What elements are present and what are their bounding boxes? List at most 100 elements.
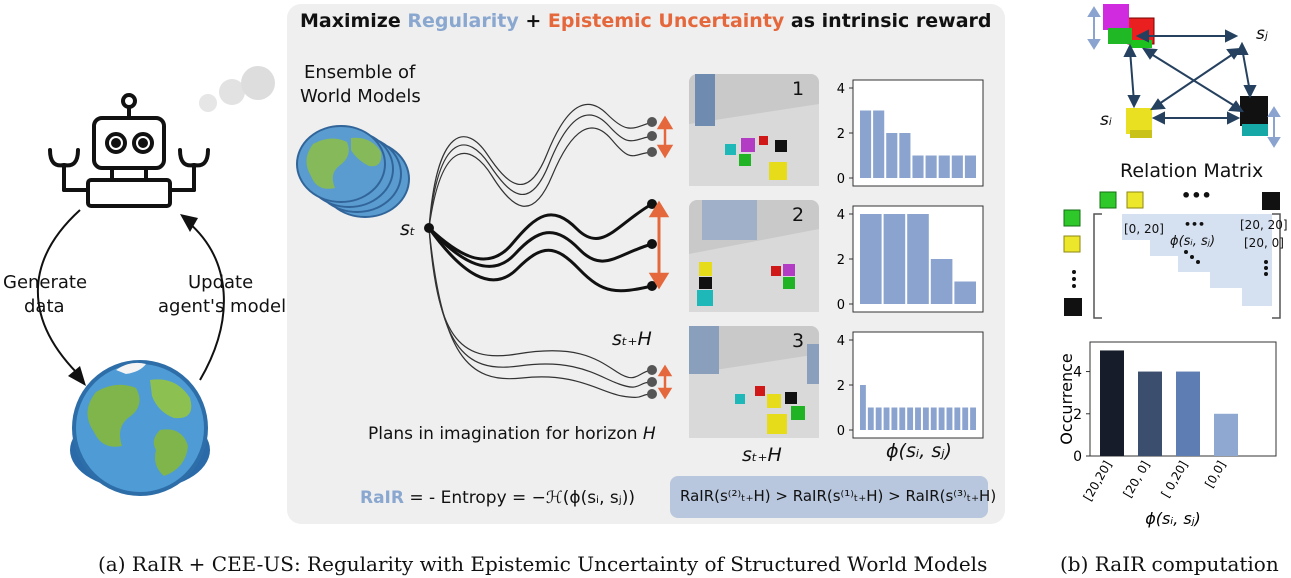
trajectories-diagram: 0 2 4 0 2 4 0 2 4 [296,74,984,439]
matrix-cell-20-20: [20, 20] [1240,218,1288,232]
histogram-bar [883,214,906,304]
rair-label: RaIR [360,488,404,508]
chart-xtick-label: [0,0] [1202,459,1228,491]
motion-arrows [1087,6,1281,148]
title-regularity: Regularity [407,10,519,32]
generate-label-line1: Generate [3,272,88,293]
histogram-bar [891,407,898,430]
scene-number-2: 2 [792,204,805,226]
occurrence-chart: 0 2 4 [20,20] [20, 0][ 0,20] [0,0] Occurrence ϕ… [1057,341,1277,528]
chart-xtick-label: [20, 0] [1121,459,1153,501]
matrix-cell-0-20: [0, 20] [1124,222,1164,236]
plans-label: Plans in imagination for horizon H [368,424,656,444]
chart-ytick-label: 0 [1073,449,1082,465]
scene-number-3: 3 [792,330,805,352]
histogram-tick-label: 0 [837,298,845,313]
matrix-ellipsis-top: ••• [1181,186,1212,205]
uncertainty-arrows [648,115,674,400]
world-model-ensemble-icon [296,125,410,218]
histogram-tick-label: 2 [837,127,845,142]
histogram-bar [886,133,898,178]
agent-loop-diagram [37,66,275,496]
histogram-tick-label: 2 [837,379,845,394]
matrix-cell-phi: ϕ(sᵢ, sⱼ) [1170,234,1216,249]
graph-edges [1123,29,1257,125]
update-arrowhead [180,214,198,232]
generate-label-line2: data [24,296,65,317]
histogram-bar [860,214,882,304]
chart-xtick-label: [20,20] [1081,459,1115,504]
histogram-bar [873,110,885,178]
ordering-text: RaIR(s⁽²⁾ₜ₊H) > RaIR(s⁽¹⁾ₜ₊H) > RaIR(s⁽³… [680,487,997,505]
relation-matrix [1063,191,1281,319]
chart-xtick-label: [ 0,20] [1159,459,1191,501]
histogram-bar [938,155,950,178]
histogram-tick-label: 4 [837,208,845,223]
chart-xlabel: ϕ(sᵢ, sⱼ) [1145,509,1201,528]
histograms: 0 2 4 0 2 4 0 2 4 [837,79,984,439]
histogram-bar [938,407,945,430]
caption-b: (b) RaIR computation [1060,552,1279,576]
histogram-bar [954,407,961,430]
thought-bubble-small [199,94,217,112]
phi-label: ϕ(sᵢ, sⱼ) [886,440,952,462]
thought-bubble-medium [219,79,245,105]
histogram-bar [899,133,911,178]
histogram-bar [883,407,890,430]
histogram-bar [915,407,921,430]
update-label-line1: Update [188,272,254,293]
histogram-bar [875,407,882,430]
relation-diagram: 024[20,20] [20, 0][ 0,20] [0,0]Occurrenceϕ… [1057,4,1281,528]
histogram-bar [860,385,866,430]
chart-bar [1214,413,1238,456]
thought-bubble-large [241,66,275,100]
caption-a: (a) RaIR + CEE-US: Regularity with Epist… [98,552,988,576]
histogram-bar [930,259,953,304]
histogram-tick-label: 2 [837,253,845,268]
trajectories-group-1 [428,103,653,229]
cube-graph [1103,4,1268,138]
rair-formula: RaIR = - Entropy = −ℋ(ϕ(sᵢ, sⱼ)) [360,488,635,508]
update-model-arrow [187,221,225,381]
generate-data-arrow [37,209,83,379]
scene-image-1 [689,74,819,186]
histogram-bar [899,407,906,430]
histogram-bar [925,155,937,178]
histogram-tick-label: 4 [837,334,845,349]
chart-bar [1100,350,1124,456]
histogram-tick-label: 4 [837,82,845,97]
histogram-bar [954,281,976,304]
generate-arrowhead [68,366,86,386]
histogram-tick-label: 0 [837,424,845,439]
matrix-cell-20-0: [20, 0] [1244,236,1284,250]
histogram-bar [970,407,976,430]
title-epistemic: Epistemic Uncertainty [547,10,785,32]
ordering-box [670,476,988,518]
state-sth-bottom-label: sₜ₊H [742,444,782,466]
earth-icon [70,360,210,496]
histogram-bar [951,155,963,178]
sj-label: sⱼ [1256,24,1268,44]
histogram-bar [860,110,872,178]
scene-image-3 [689,326,819,438]
scene-image-2 [689,200,819,312]
state-st-dot [424,223,434,233]
ensemble-label-line2: World Models [300,86,421,107]
trajectories-group-2 [427,202,653,293]
chart-ylabel: Occurrence [1057,353,1076,444]
state-sth-mid-label: sₜ₊H [612,328,652,350]
state-st-label: sₜ [400,218,416,240]
histogram-bar [922,407,929,430]
histogram-bar [867,407,874,430]
update-label-line2: agent's model [158,296,287,317]
trajectories-group-3 [428,227,653,398]
histogram-bar [946,407,953,430]
scene-number-1: 1 [792,78,805,100]
robot-icon [48,93,210,208]
histogram-bar [962,407,969,430]
panel-title: Maximize Regularity + Epistemic Uncertai… [300,10,992,32]
matrix-ellipsis-row: ••• [1184,218,1206,231]
histogram-bar [930,407,937,430]
chart-ytick-label: 2 [1073,407,1082,423]
histogram-bar [964,155,976,178]
